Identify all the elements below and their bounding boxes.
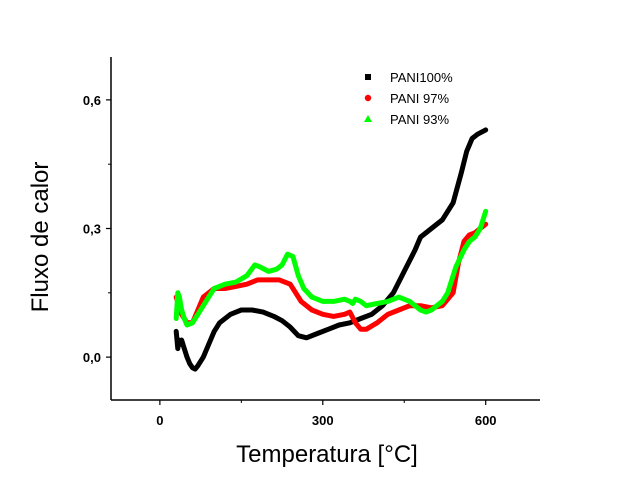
series-line-2 — [173, 208, 489, 328]
legend-marker-circle — [364, 94, 372, 102]
legend-marker-square — [365, 74, 371, 80]
y-tick-label: 0,0 — [83, 350, 101, 365]
legend-marker-triangle — [364, 115, 372, 122]
legend-label: PANI 93% — [390, 112, 449, 127]
x-tick-label: 0 — [156, 413, 163, 428]
y-axis-title: Fluxo de calor — [27, 162, 54, 313]
legend-label: PANI 97% — [390, 91, 449, 106]
plot-series — [173, 127, 489, 372]
x-tick-label: 300 — [312, 413, 334, 428]
series-line-0 — [173, 127, 489, 372]
y-tick-label: 0,3 — [83, 222, 101, 237]
x-tick-label: 600 — [475, 413, 497, 428]
legend: PANI100% PANI 97% PANI 93% — [364, 70, 453, 127]
y-tick-label: 0,6 — [83, 93, 101, 108]
x-axis-title: Temperatura [°C] — [236, 441, 418, 468]
legend-label: PANI100% — [390, 70, 453, 85]
ticks: 0 300 600 0,0 0,3 0,6 — [83, 93, 497, 428]
